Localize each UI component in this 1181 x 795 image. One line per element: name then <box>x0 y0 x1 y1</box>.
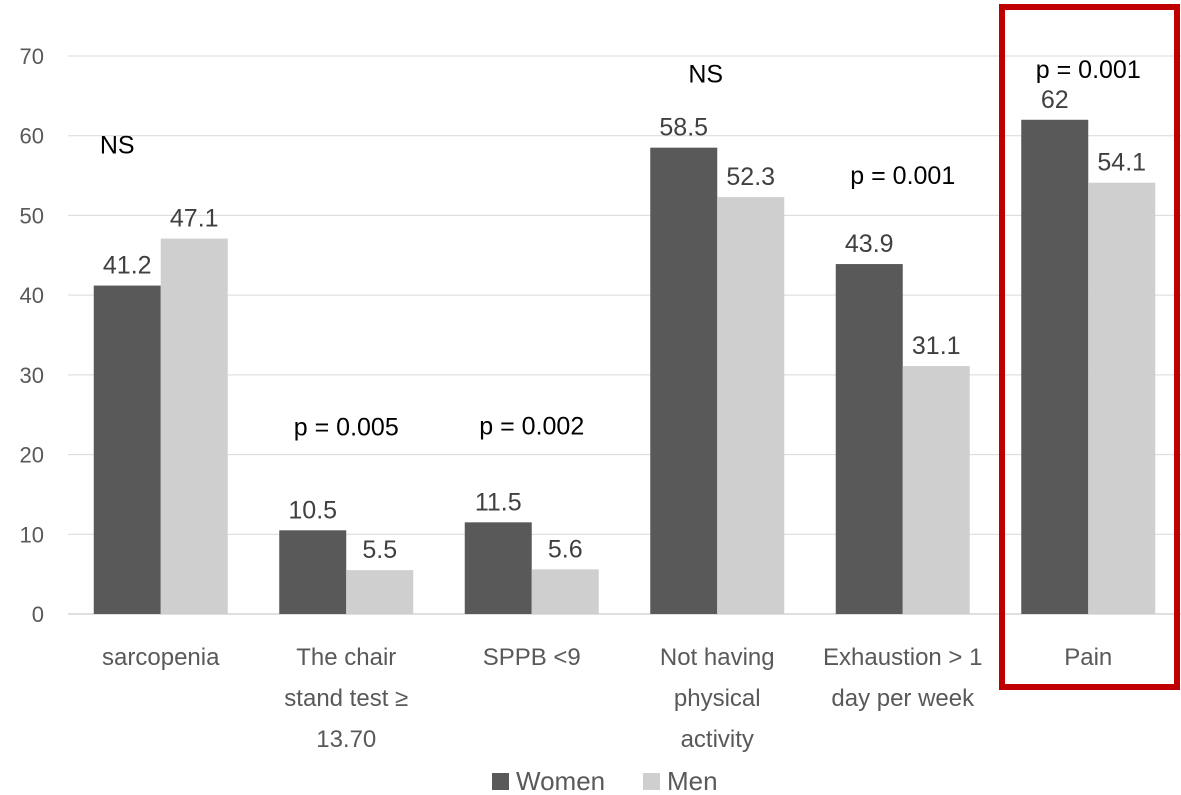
data-label-women: 41.2 <box>103 252 152 280</box>
category-label: sarcopenia <box>102 644 220 671</box>
y-tick-label: 60 <box>20 124 44 149</box>
data-label-men: 54.1 <box>1097 149 1146 177</box>
legend-label-men: Men <box>667 766 718 795</box>
bar-men <box>1088 182 1156 614</box>
significance-annotation: p = 0.001 <box>1036 56 1141 84</box>
category-label: Not having <box>660 644 775 671</box>
category-label: The chair <box>296 644 396 671</box>
data-label-men: 31.1 <box>912 332 961 360</box>
category-label: SPPB <9 <box>483 644 581 671</box>
category-label: stand test ≥ <box>284 685 408 712</box>
legend: Women Men <box>492 766 718 795</box>
data-label-men: 52.3 <box>726 163 775 191</box>
y-tick-label: 0 <box>32 602 44 627</box>
bars <box>93 119 1156 615</box>
data-label-men: 5.5 <box>362 536 397 564</box>
bar-women <box>1021 119 1089 615</box>
data-label-women: 10.5 <box>288 496 337 524</box>
significance-annotation: NS <box>100 132 135 160</box>
category-label: day per week <box>831 685 975 712</box>
y-tick-label: 70 <box>20 44 44 69</box>
significance-annotation: p = 0.002 <box>479 412 584 440</box>
data-label-men: 5.6 <box>548 535 583 563</box>
data-label-women: 58.5 <box>659 114 708 142</box>
category-label: activity <box>681 726 754 753</box>
bar-women <box>835 264 903 614</box>
category-label: physical <box>674 685 761 712</box>
significance-annotation: p = 0.001 <box>850 162 955 190</box>
legend-swatch-men <box>643 773 660 790</box>
annotations: NS p = 0.005 p = 0.002 NS p = 0.001 p = 0.001 <box>100 56 1141 442</box>
data-label-women: 11.5 <box>475 488 522 516</box>
bar-men <box>902 366 970 614</box>
data-label-men: 47.1 <box>170 205 219 233</box>
y-tick-label: 30 <box>20 363 44 388</box>
significance-annotation: NS <box>688 61 723 89</box>
category-label: Exhaustion > 1 <box>823 644 982 671</box>
y-tick-label: 10 <box>20 522 44 547</box>
bar-men <box>531 569 599 614</box>
legend-swatch-women <box>492 773 509 790</box>
data-label-women: 43.9 <box>845 230 894 258</box>
pain-highlight-frame <box>999 4 1180 690</box>
y-tick-label: 40 <box>20 283 44 308</box>
gridlines <box>68 55 1181 615</box>
bar-women <box>650 147 718 614</box>
y-tick-label: 50 <box>20 203 44 228</box>
legend-label-women: Women <box>516 766 605 795</box>
data-label-women: 62 <box>1041 86 1069 114</box>
data-labels: 41.2 47.1 10.5 5.5 11.5 5.6 58.5 52.3 43.9 31.1 62… <box>103 86 1146 564</box>
category-label: 13.70 <box>316 726 376 753</box>
bar-men <box>346 570 414 614</box>
bar-women <box>279 530 347 614</box>
y-axis: 0 10 20 30 40 50 60 70 <box>20 44 44 627</box>
x-axis: sarcopenia The chair stand test ≥ 13.70 SPPB… <box>102 644 1112 753</box>
bar-men <box>717 197 785 614</box>
category-label: Pain <box>1064 644 1112 671</box>
highlight-box <box>999 4 1180 690</box>
y-tick-label: 20 <box>20 443 44 468</box>
bar-women <box>93 285 161 614</box>
bar-men <box>160 238 228 614</box>
bar-women <box>464 522 532 614</box>
significance-annotation: p = 0.005 <box>294 413 399 441</box>
